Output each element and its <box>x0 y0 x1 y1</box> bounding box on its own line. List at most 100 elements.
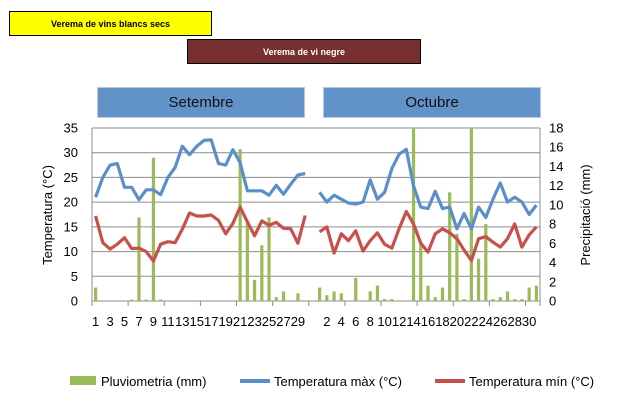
precip-bar <box>274 297 278 301</box>
x-tick-label: 26 <box>493 314 507 329</box>
x-tick-label: 16 <box>421 314 435 329</box>
tmin-line-0 <box>94 205 307 263</box>
precip-bar <box>339 293 343 301</box>
y2-tick-label: 0 <box>549 294 556 309</box>
precip-bar <box>462 299 466 301</box>
y-tick-label: 5 <box>71 269 78 284</box>
y2-tick-label: 18 <box>549 121 563 136</box>
x-tick-label: 10 <box>377 314 391 329</box>
x-tick-label: 24 <box>479 314 493 329</box>
y-tick-label: 10 <box>64 244 78 259</box>
x-tick-label: 22 <box>464 314 478 329</box>
x-tick-label: 3 <box>106 314 113 329</box>
precip-bar <box>318 287 322 301</box>
x-tick-label: 17 <box>204 314 218 329</box>
x-tick-label: 2 <box>323 314 330 329</box>
x-tick-label: 18 <box>435 314 449 329</box>
y-tick-label: 20 <box>64 195 78 210</box>
precip-bar <box>368 291 372 301</box>
precip-bar <box>513 299 517 301</box>
precip-bar <box>375 285 380 301</box>
x-tick-label: 6 <box>352 314 359 329</box>
x-tick-label: 5 <box>121 314 128 329</box>
precip-bar <box>448 192 452 301</box>
x-tick-label: 8 <box>367 314 374 329</box>
tmax-line-0 <box>94 138 306 202</box>
red-wine-harvest-label: Verema de vi negre <box>262 46 346 57</box>
precip-bar <box>498 297 502 301</box>
precip-bar <box>159 299 163 301</box>
precip-bar <box>411 128 416 301</box>
precip-bar <box>94 287 98 301</box>
x-tick-label: 9 <box>150 314 157 329</box>
precip-bar <box>440 287 445 301</box>
precip-bar <box>455 233 459 301</box>
precip-bar <box>325 295 329 301</box>
x-tick-label: 25 <box>262 314 276 329</box>
x-tick-label: 11 <box>161 314 175 329</box>
tmin-line-1 <box>318 209 538 263</box>
precip-bar <box>151 157 156 301</box>
white-wine-harvest-banner: Verema de vins blancs secs <box>9 11 212 36</box>
y2-tick-label: 10 <box>549 197 563 212</box>
precip-bar <box>281 291 286 301</box>
y-tick-label: 35 <box>64 121 78 136</box>
y-axis-title: Temperatura (°C) <box>40 165 55 265</box>
white-wine-harvest-label: Verema de vins blancs secs <box>50 18 171 29</box>
precip-bar <box>144 299 148 301</box>
x-tick-label: 21 <box>233 314 247 329</box>
precip-bar <box>469 128 473 301</box>
x-tick-label: 12 <box>392 314 406 329</box>
x-tick-label: 1 <box>92 314 99 329</box>
y2-tick-label: 2 <box>549 274 556 289</box>
x-tick-label: 7 <box>135 314 142 329</box>
precip-bar <box>491 299 495 301</box>
y2-tick-label: 4 <box>549 255 556 270</box>
precip-bar <box>245 222 249 301</box>
precip-bar <box>130 299 134 301</box>
x-tick-label: 23 <box>247 314 261 329</box>
precip-bar <box>426 285 430 301</box>
y-tick-label: 0 <box>71 294 78 309</box>
month-label: Setembre <box>168 94 234 111</box>
precip-bar <box>433 297 437 301</box>
y2-tick-label: 12 <box>549 178 563 193</box>
x-tick-label: 30 <box>522 314 536 329</box>
precip-bar <box>260 245 264 301</box>
x-tick-label: 4 <box>338 314 345 329</box>
month-header-october: Octubre <box>323 87 541 118</box>
y-tick-label: 30 <box>64 145 78 160</box>
y-tick-label: 25 <box>64 170 78 185</box>
precip-bar <box>390 299 394 301</box>
y2-tick-label: 14 <box>549 159 563 174</box>
x-tick-label: 19 <box>218 314 232 329</box>
precip-bar <box>332 291 336 301</box>
legend-tmax-label: Temperatura màx (°C) <box>274 374 402 389</box>
precip-bar <box>238 149 242 301</box>
precip-bar <box>419 243 423 301</box>
x-tick-label: 20 <box>450 314 464 329</box>
x-tick-label: 15 <box>190 314 204 329</box>
precip-bar <box>527 287 531 301</box>
month-header-september: Setembre <box>97 87 305 118</box>
precip-bar <box>505 291 510 301</box>
y2-axis-title: Precipitació (mm) <box>578 164 593 265</box>
y2-tick-label: 16 <box>549 140 563 155</box>
legend-tmin-label: Temperatura mín (°C) <box>469 374 594 389</box>
x-tick-label: 29 <box>291 314 305 329</box>
x-tick-label: 28 <box>507 314 521 329</box>
precip-bar <box>296 293 300 301</box>
precip-bar <box>383 299 387 301</box>
precip-bar <box>484 224 488 301</box>
month-label: Octubre <box>405 94 459 111</box>
tmax-line-1 <box>318 147 538 231</box>
x-tick-label: 13 <box>175 314 189 329</box>
red-wine-harvest-banner: Verema de vi negre <box>187 39 421 64</box>
y2-tick-label: 6 <box>549 236 556 251</box>
x-tick-label: 14 <box>406 314 420 329</box>
precip-bar <box>520 299 524 301</box>
precip-bar <box>267 217 271 301</box>
y2-tick-label: 8 <box>549 217 556 232</box>
